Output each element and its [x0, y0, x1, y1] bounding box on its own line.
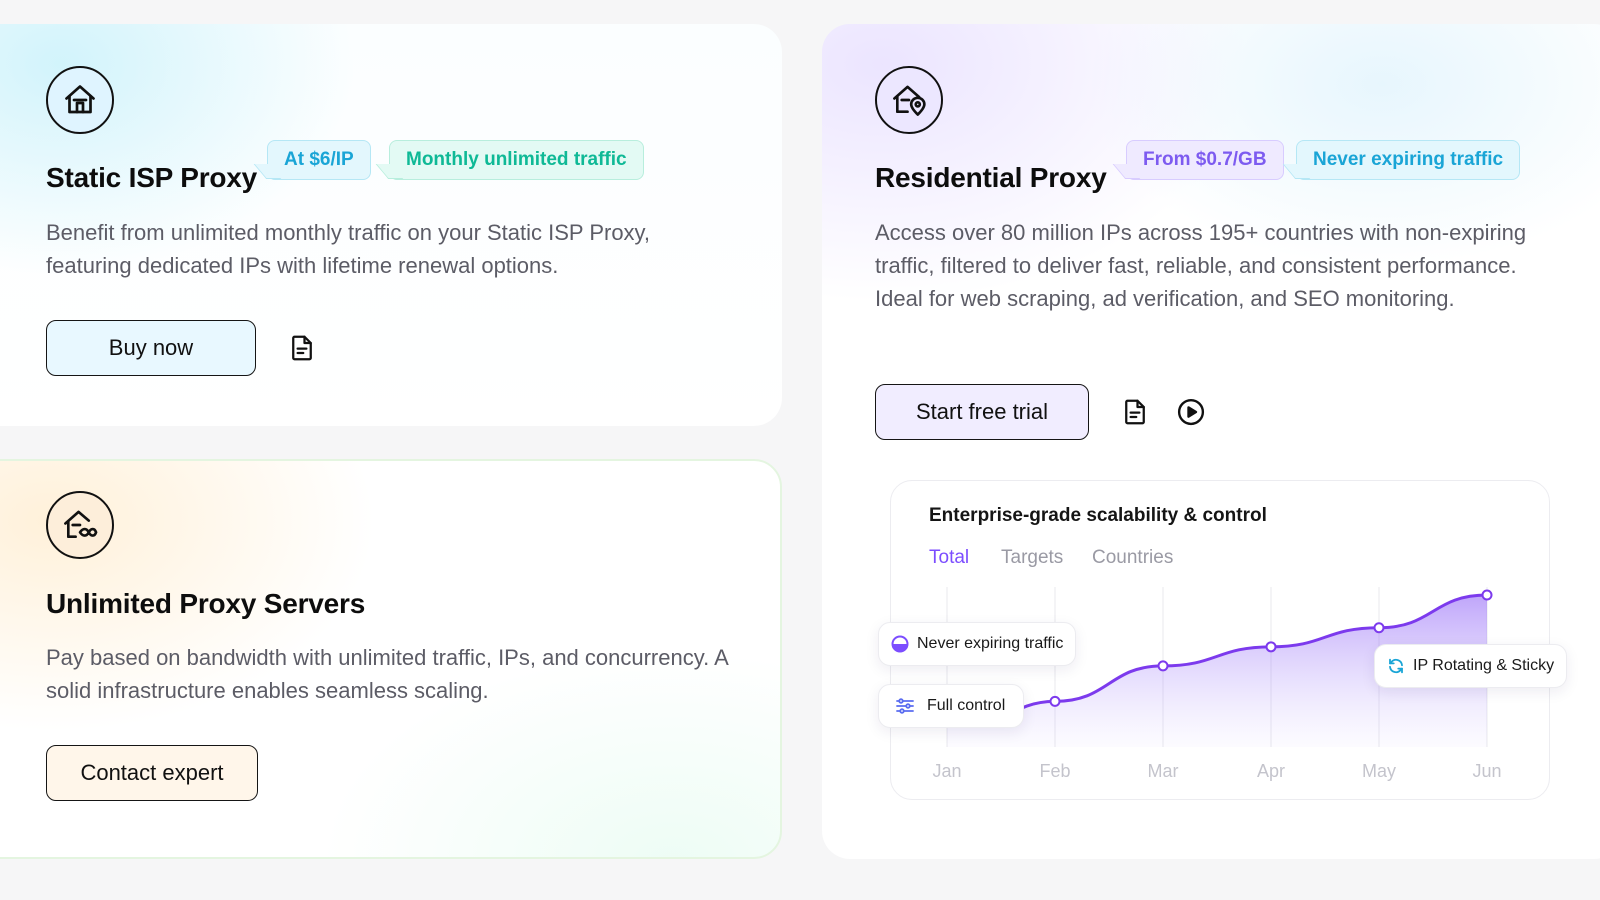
x-tick-may: May: [1362, 761, 1396, 781]
x-tick-mar: Mar: [1148, 761, 1179, 781]
residential-proxy-title: Residential Proxy: [875, 162, 1107, 193]
unlimited-proxy-title: Unlimited Proxy Servers: [46, 588, 366, 619]
sliders-icon: [895, 697, 915, 715]
x-tick-jan: Jan: [932, 761, 961, 781]
buy-now-button[interactable]: Buy now: [46, 320, 256, 376]
residential-traffic-tag: Never expiring traffic: [1296, 140, 1521, 180]
data-point-may: [1373, 622, 1385, 634]
static-isp-price-tag: At $6/IP: [267, 140, 371, 180]
never-expiring-badge: Never expiring traffic: [878, 622, 1077, 666]
x-tick-feb: Feb: [1039, 761, 1070, 781]
full-control-badge: Full control: [878, 684, 1025, 728]
tab-total[interactable]: Total: [929, 547, 970, 568]
static-isp-traffic-tag: Monthly unlimited traffic: [389, 140, 644, 180]
document-icon[interactable]: [1119, 396, 1151, 428]
tab-countries[interactable]: Countries: [1092, 547, 1174, 568]
tab-targets[interactable]: Targets: [1001, 547, 1064, 568]
residential-proxy-description: Access over 80 million IPs across 195+ c…: [875, 220, 1527, 311]
data-point-jun: [1481, 589, 1493, 601]
chart-title: Enterprise-grade scalability & control: [929, 505, 1267, 526]
series-line: [945, 593, 1489, 728]
house-icon: [46, 66, 114, 134]
ip-rotating-badge: IP Rotating & Sticky: [1374, 644, 1568, 688]
half-circle-icon: [891, 635, 909, 653]
refresh-icon: [1387, 657, 1405, 675]
x-tick-jun: Jun: [1472, 761, 1501, 781]
ip-rotating-label: IP Rotating & Sticky: [1413, 657, 1555, 674]
document-icon[interactable]: [286, 332, 318, 364]
area-fill: [947, 595, 1487, 747]
static-isp-card: Static ISP Proxy At $6/IP Monthly unlimi…: [0, 24, 782, 426]
data-point-mar: [1157, 660, 1169, 672]
never-expiring-label: Never expiring traffic: [917, 635, 1064, 652]
play-icon[interactable]: [1175, 396, 1207, 428]
data-point-apr: [1265, 641, 1277, 653]
unlimited-proxy-description: Pay based on bandwidth with unlimited tr…: [46, 645, 728, 703]
static-isp-title: Static ISP Proxy: [46, 162, 258, 193]
static-isp-description: Benefit from unlimited monthly traffic o…: [46, 220, 651, 278]
area-chart: Jan Feb Mar Apr May Jun: [932, 587, 1502, 781]
house-infinity-icon: [46, 491, 114, 559]
house-location-icon: [875, 66, 943, 134]
unlimited-proxy-card: Unlimited Proxy Servers Pay based on ban…: [0, 459, 782, 859]
residential-proxy-card: Residential Proxy From $0.7/GB Never exp…: [822, 24, 1600, 859]
residential-price-tag: From $0.7/GB: [1126, 140, 1284, 180]
start-free-trial-button[interactable]: Start free trial: [875, 384, 1089, 440]
contact-expert-button[interactable]: Contact expert: [46, 745, 258, 801]
x-tick-apr: Apr: [1257, 761, 1285, 781]
scalability-chart-panel: Enterprise-grade scalability & control T…: [890, 480, 1550, 800]
full-control-label: Full control: [927, 697, 1006, 714]
data-point-feb: [1049, 695, 1061, 707]
